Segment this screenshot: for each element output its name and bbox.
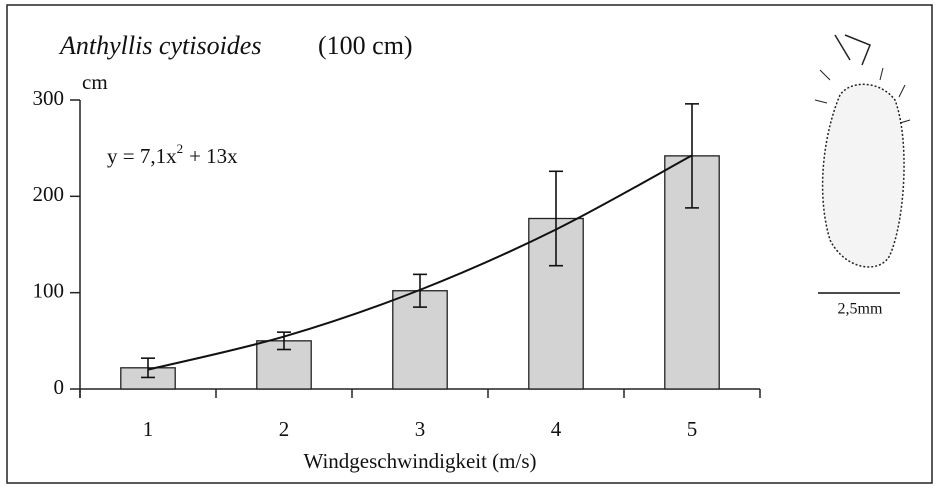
equation-rest: + 13x [189, 144, 238, 168]
chart-title: Anthyllis cytisoides [58, 31, 261, 60]
equation-exponent: 2 [177, 141, 184, 156]
frame [7, 5, 932, 483]
x-tick-label: 2 [279, 417, 290, 441]
equation-base: y = 7,1x [107, 144, 177, 168]
equation: y = 7,1x2 + 13x [107, 141, 238, 168]
y-unit: cm [82, 70, 108, 94]
chart: Anthyllis cytisoides (100 cm) cm y = 7,1… [0, 0, 945, 489]
chart-subtitle: (100 cm) [318, 31, 413, 60]
x-tick-label: 1 [143, 417, 154, 441]
y-tick-label: 0 [54, 375, 65, 399]
y-tick-label: 100 [33, 278, 65, 302]
y-tick-label: 200 [33, 182, 65, 206]
x-tick-label: 3 [415, 417, 426, 441]
x-tick-label: 5 [687, 417, 698, 441]
scale-label: 2,5mm [838, 301, 883, 318]
x-tick-label: 4 [551, 417, 562, 441]
x-axis-label: Windgeschwindigkeit (m/s) [303, 449, 536, 473]
y-tick-label: 300 [33, 86, 65, 110]
